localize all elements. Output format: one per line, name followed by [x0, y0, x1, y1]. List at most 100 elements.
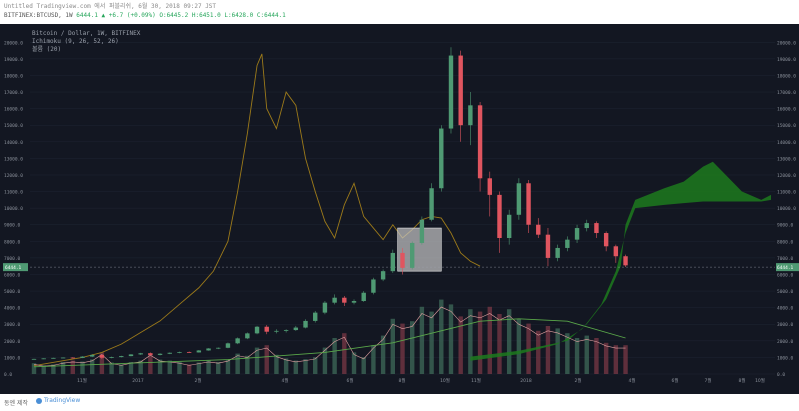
candle-body: [390, 252, 396, 272]
volume-bar: [264, 345, 269, 374]
candle-body: [506, 214, 512, 238]
y-tick-label-left: 16000.0: [4, 107, 23, 113]
volume-bar: [31, 363, 37, 374]
candle-body: [584, 223, 589, 229]
candle-body: [41, 358, 46, 360]
volume-bar: [225, 359, 231, 374]
volume-bar: [293, 360, 299, 374]
candle-body: [128, 354, 134, 357]
candle-body: [167, 352, 172, 354]
y-tick-label-left: 11000.0: [4, 190, 23, 196]
candle-body: [216, 347, 221, 349]
candle-body: [254, 326, 260, 334]
volume-bar: [177, 362, 182, 374]
volume-bar: [545, 326, 551, 374]
candle-body: [361, 292, 366, 302]
tradingview-logo-text: TradingView: [44, 397, 81, 404]
y-tick-label-right: 1000.0: [777, 355, 794, 361]
x-tick-label: 11월: [77, 377, 87, 384]
y-tick-label-left: 15000.0: [4, 123, 23, 129]
candle-body: [409, 242, 415, 268]
volume-bar: [254, 347, 260, 374]
x-tick-label: 4월: [628, 377, 635, 384]
candle-body: [342, 297, 347, 303]
volume-bar: [594, 338, 599, 374]
x-tick-label: 6월: [346, 377, 353, 384]
candle-body: [177, 352, 182, 353]
y-tick-label-left: 3000.0: [4, 322, 21, 328]
price-chart[interactable]: 0.0 0.0 1000.0 1000.0 2000.0 2000.0 3000.0 3000…: [0, 24, 799, 394]
volume-bar: [380, 335, 386, 374]
candle-body: [477, 105, 483, 179]
volume-bar: [60, 362, 66, 374]
candle-body: [157, 353, 163, 355]
candle-body: [468, 105, 473, 126]
y-tick-label-left: 9000.0: [4, 223, 21, 229]
volume-bar: [419, 306, 425, 374]
candle-body: [51, 357, 56, 359]
volume-bar: [468, 309, 473, 374]
y-tick-label-left: 7000.0: [4, 256, 21, 262]
volume-bar: [167, 360, 172, 374]
y-tick-label-right: 6000.0: [777, 272, 794, 278]
tradingview-logo-icon: [36, 397, 42, 404]
volume-bar: [516, 318, 522, 374]
candle-body: [458, 55, 463, 126]
y-tick-label-left: 4000.0: [4, 306, 21, 312]
y-tick-label-left: 20000.0: [4, 40, 23, 46]
candle-body: [89, 354, 95, 357]
volume-bar: [245, 355, 250, 374]
volume-bar: [400, 323, 405, 374]
volume-bar: [487, 306, 492, 374]
symbol-name: BITFINEX:BTCUSD, 1W: [4, 12, 73, 19]
y-tick-label-right: 9000.0: [777, 223, 794, 229]
volume-bar: [70, 360, 75, 374]
ohlc-values: 6444.1 ▲ +6.7 (+0.09%) O:6445.2 H:6451.0…: [76, 12, 286, 19]
candle-body: [536, 224, 541, 235]
y-tick-label-right: 13000.0: [777, 156, 796, 162]
volume-bar: [613, 345, 619, 374]
y-tick-label-left: 19000.0: [4, 57, 23, 63]
ichimoku-cloud: [470, 161, 771, 361]
candle-body: [206, 348, 211, 351]
candle-body: [186, 352, 192, 353]
chart-canvas[interactable]: 0.0 0.0 1000.0 1000.0 2000.0 2000.0 3000.0 3000…: [0, 24, 799, 394]
legend-ichimoku: Ichimoku (9, 26, 52, 26): [32, 38, 119, 45]
candle-body: [80, 356, 85, 358]
candle-body: [429, 188, 434, 220]
candle-body: [313, 312, 318, 321]
volume-bar: [506, 309, 512, 374]
candle-body: [574, 228, 580, 240]
volume-bar: [41, 365, 46, 374]
y-tick-label-right: 5000.0: [777, 289, 794, 295]
candle-body: [264, 326, 269, 332]
x-tick-label: 6월: [671, 377, 678, 384]
candle-body: [109, 357, 114, 358]
y-tick-label-right: 4000.0: [777, 306, 794, 312]
y-tick-label-left: 10000.0: [4, 206, 23, 212]
volume-bar: [283, 358, 289, 374]
y-tick-label-right: 11000.0: [777, 190, 796, 196]
candle-body: [497, 194, 502, 238]
candle-body: [148, 353, 153, 355]
volume-bar: [274, 354, 279, 374]
y-tick-label-left: 1000.0: [4, 355, 21, 361]
y-tick-label-right: 20000.0: [777, 40, 796, 46]
y-tick-label-right: 14000.0: [777, 140, 796, 146]
tradingview-logo[interactable]: TradingView: [36, 397, 80, 404]
x-tick-label: 10월: [755, 377, 765, 384]
y-tick-label-right: 0.0: [777, 372, 785, 378]
volume-bar: [536, 330, 541, 374]
volume-bar: [342, 333, 347, 374]
volume-bar: [409, 321, 415, 374]
candle-body: [196, 350, 202, 353]
volume-bar: [332, 338, 337, 374]
volume-bar: [119, 364, 124, 374]
volume-bar: [216, 362, 221, 374]
candle-body: [303, 320, 308, 328]
y-tick-label-right: 16000.0: [777, 107, 796, 113]
highlight-box: [397, 227, 442, 272]
candle-body: [332, 297, 337, 303]
volume-bar: [196, 362, 202, 374]
footer-credit: 동엔 제작: [4, 400, 28, 407]
